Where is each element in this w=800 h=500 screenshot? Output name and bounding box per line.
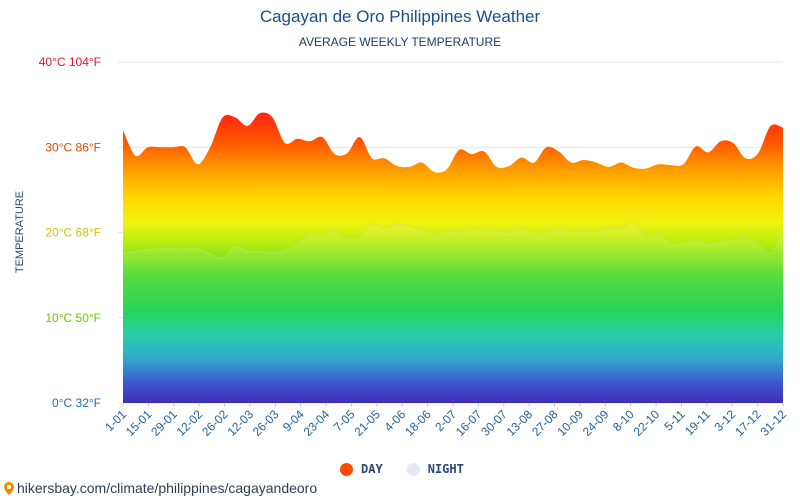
x-tick-label: 16-07 [453, 407, 485, 439]
x-tick-label: 12-02 [174, 407, 206, 439]
day-area[interactable] [123, 112, 783, 404]
chart-subtitle: AVERAGE WEEKLY TEMPERATURE [298, 35, 502, 49]
night-swatch [406, 462, 420, 476]
x-tick-label: 13-08 [504, 407, 536, 439]
source-link[interactable]: hikersbay.com/climate/philippines/cagaya… [4, 480, 317, 496]
legend-night[interactable]: NIGHT [406, 462, 464, 476]
y-tick-label: 40°C 104°F [39, 55, 101, 69]
night-line [122, 222, 784, 259]
y-tick-label: 30°C 86°F [45, 140, 101, 154]
x-tick-label: 17-12 [732, 407, 764, 439]
x-tick-label: 23-04 [301, 407, 333, 439]
night-area[interactable] [123, 222, 783, 403]
legend-day-label: DAY [361, 462, 383, 476]
legend-day[interactable]: DAY [340, 462, 383, 476]
y-tick-label: 10°C 50°F [45, 311, 101, 325]
source-text: hikersbay.com/climate/philippines/cagaya… [17, 480, 318, 496]
legend-night-label: NIGHT [427, 462, 464, 476]
map-pin-icon [4, 481, 14, 495]
y-tick-label: 20°C 68°F [45, 226, 101, 240]
x-tick-label: 29-01 [148, 407, 180, 439]
x-tick-label: 30-07 [478, 407, 510, 439]
x-tick-label: 10-09 [554, 407, 586, 439]
y-tick-label: 0°C 32°F [52, 396, 101, 410]
chart-title: Cagayan de Oro Philippines Weather [259, 7, 541, 26]
x-tick-label: 26-02 [199, 407, 231, 439]
chart-legend: DAY NIGHT [340, 462, 464, 476]
x-tick-label: 19-11 [682, 407, 713, 438]
x-tick-label: 26-03 [250, 407, 282, 439]
x-tick-label: 31-12 [758, 407, 790, 439]
x-tick-label: 21-05 [351, 407, 383, 439]
x-tick-label: 18-06 [402, 407, 434, 439]
x-tick-label: 27-08 [529, 407, 561, 439]
x-tick-label: 22-10 [631, 407, 663, 439]
day-swatch [340, 462, 353, 476]
x-tick-label: 24-09 [580, 407, 612, 439]
x-tick-label: 12-03 [224, 407, 256, 439]
x-tick-label: 15-01 [123, 407, 155, 439]
